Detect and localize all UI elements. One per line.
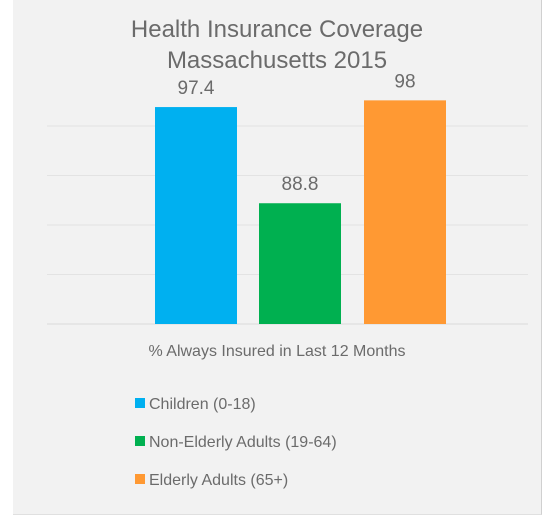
legend-swatch-elderly-adults — [135, 473, 145, 484]
chart-plot: 97.4 88.8 98 — [47, 71, 528, 325]
bars — [155, 100, 446, 324]
bar-1 — [259, 203, 341, 324]
legend-item-elderly-adults: Elderly Adults (65+) — [135, 472, 288, 494]
legend-label-children: Children (0-18) — [149, 396, 256, 413]
legend-swatch-non-elderly-adults — [135, 435, 145, 446]
bar-0 — [155, 107, 237, 324]
chart-title-line-2: Massachusetts 2015 — [166, 47, 388, 74]
legend-label-elderly-adults: Elderly Adults (65+) — [149, 472, 289, 489]
x-axis-label: % Always Insured in Last 12 Months — [148, 343, 406, 360]
legend-item-non-elderly-adults: Non-Elderly Adults (19-64) — [135, 434, 337, 456]
legend-swatch-children — [135, 397, 145, 408]
chart-frame: Health Insurance Coverage Massachusetts … — [13, 0, 542, 515]
data-labels: 97.4 88.8 98 — [178, 71, 416, 195]
data-label-2: 98 — [394, 71, 415, 92]
data-label-0: 97.4 — [178, 78, 215, 99]
legend-item-children: Children (0-18) — [135, 396, 256, 418]
legend-label-non-elderly-adults: Non-Elderly Adults (19-64) — [149, 434, 337, 451]
bar-2 — [364, 100, 446, 324]
chart-title-line-1: Health Insurance Coverage — [130, 16, 424, 43]
data-label-1: 88.8 — [282, 174, 319, 195]
